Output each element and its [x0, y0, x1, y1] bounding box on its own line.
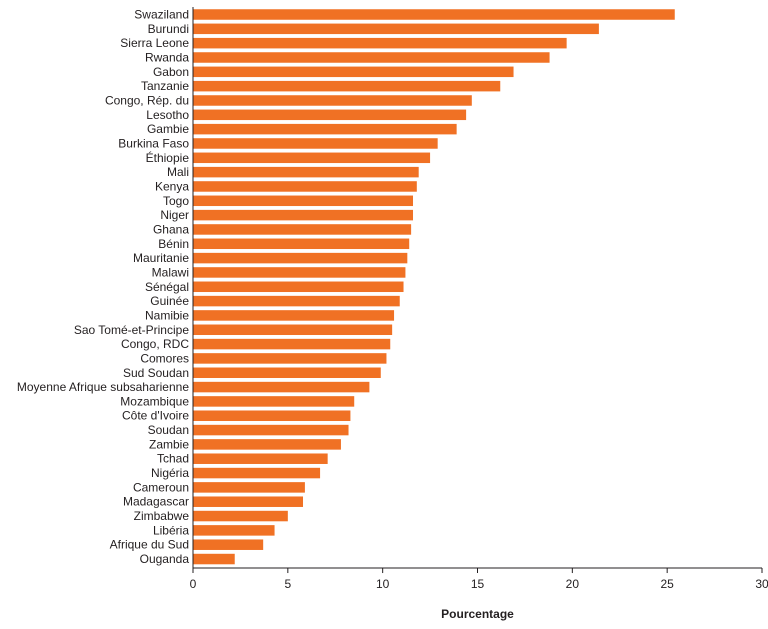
bar — [193, 496, 304, 507]
bar — [193, 467, 321, 479]
category-label: Togo — [163, 194, 189, 208]
x-tick-label: 20 — [566, 577, 580, 591]
bar — [193, 166, 419, 178]
bar — [193, 510, 288, 522]
category-label: Namibie — [145, 308, 189, 322]
x-tick-label: 5 — [284, 577, 291, 591]
category-label: Nigéria — [151, 466, 189, 480]
category-label: Madagascar — [123, 495, 189, 509]
bar — [193, 353, 387, 364]
category-label: Rwanda — [145, 50, 189, 64]
category-label: Afrique du Sud — [110, 538, 189, 552]
bar — [193, 9, 675, 20]
category-label: Cameroun — [133, 480, 189, 494]
bars-group — [193, 9, 675, 565]
bar — [193, 209, 414, 221]
category-label: Libéria — [153, 523, 189, 537]
bar — [193, 80, 501, 92]
category-label: Sao Tomé-et-Principe — [74, 323, 189, 337]
category-label: Burundi — [148, 22, 189, 36]
bar — [193, 224, 412, 235]
x-tick-label: 30 — [755, 577, 768, 591]
bar — [193, 138, 438, 149]
bar — [193, 181, 417, 192]
category-label: Congo, RDC — [121, 337, 189, 351]
category-label: Kenya — [155, 179, 189, 193]
bar — [193, 95, 472, 106]
bar — [193, 52, 550, 63]
category-label: Comores — [140, 351, 189, 365]
bar — [193, 37, 567, 49]
bar — [193, 123, 457, 135]
category-label: Ghana — [153, 222, 189, 236]
category-label: Bénin — [158, 237, 189, 251]
category-label: Ouganda — [140, 552, 190, 566]
category-label: Swaziland — [134, 8, 189, 22]
category-label: Éthiopie — [146, 150, 190, 165]
x-tick-label: 0 — [190, 577, 197, 591]
bar — [193, 381, 370, 393]
category-label: Lesotho — [146, 108, 189, 122]
category-label: Côte d'Ivoire — [122, 409, 189, 423]
category-label: Tchad — [157, 452, 189, 466]
bar — [193, 482, 305, 493]
x-tick-label: 15 — [471, 577, 485, 591]
category-label: Moyenne Afrique subsaharienne — [17, 380, 189, 394]
bar — [193, 338, 391, 350]
bar — [193, 195, 414, 207]
bar — [193, 525, 275, 536]
x-tick-label: 10 — [376, 577, 390, 591]
category-label: Zambie — [149, 437, 189, 451]
category-label: Mali — [167, 165, 189, 179]
bar — [193, 539, 264, 550]
category-label: Congo, Rép. du — [105, 93, 189, 107]
category-label: Gabon — [153, 65, 189, 79]
category-label: Sud Soudan — [123, 366, 189, 380]
bar — [193, 367, 381, 378]
category-label: Guinée — [150, 294, 189, 308]
bar — [193, 109, 467, 121]
bar — [193, 324, 393, 336]
bar — [193, 453, 328, 464]
bar — [193, 424, 349, 436]
category-label: Tanzanie — [141, 79, 189, 93]
bar — [193, 439, 341, 450]
bar — [193, 238, 410, 250]
x-tick-label: 25 — [660, 577, 674, 591]
bar — [193, 281, 404, 293]
category-label: Mozambique — [120, 394, 189, 408]
bar — [193, 310, 395, 321]
category-label: Gambie — [147, 122, 189, 136]
bar — [193, 410, 351, 421]
bar — [193, 267, 406, 278]
category-label: Niger — [160, 208, 189, 222]
bar — [193, 396, 355, 407]
bar — [193, 553, 235, 565]
category-label: Zimbabwe — [134, 509, 190, 523]
category-label: Malawi — [152, 265, 189, 279]
bar — [193, 295, 400, 307]
bar — [193, 252, 408, 264]
bar — [193, 66, 514, 78]
category-label: Sierra Leone — [120, 36, 189, 50]
bar — [193, 23, 599, 35]
bar — [193, 152, 431, 164]
category-label: Mauritanie — [133, 251, 189, 265]
x-axis-ticks: 0 5 10 15 20 25 30 — [190, 568, 768, 591]
category-label: Soudan — [148, 423, 189, 437]
category-label: Burkina Faso — [118, 136, 189, 150]
category-label: Sénégal — [145, 280, 189, 294]
x-axis-title: Pourcentage — [441, 607, 514, 621]
